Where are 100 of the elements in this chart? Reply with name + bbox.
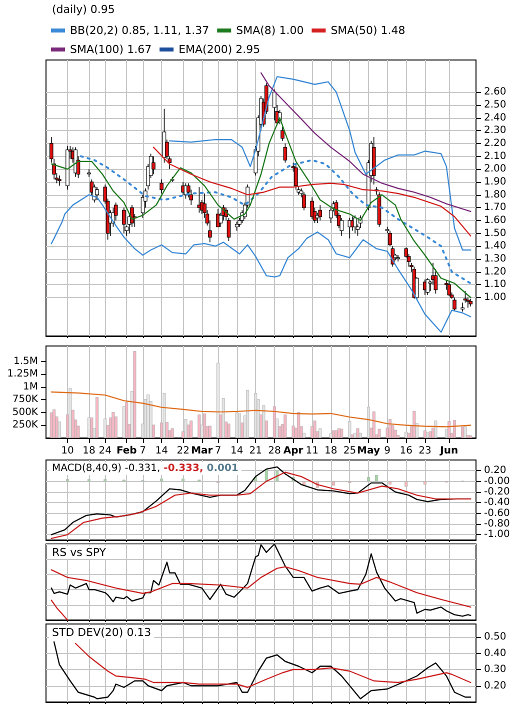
bar bbox=[90, 418, 94, 438]
candlestick bbox=[460, 302, 464, 312]
candlestick bbox=[152, 156, 156, 175]
bar bbox=[198, 414, 201, 438]
bar bbox=[428, 431, 432, 438]
x-tick-label: Apr bbox=[283, 446, 304, 456]
bar bbox=[227, 424, 230, 438]
y-tick-label: 2.00 bbox=[484, 164, 506, 175]
candlestick bbox=[452, 297, 456, 311]
bar bbox=[190, 420, 193, 438]
legend-label: SMA(100) 1.67 bbox=[70, 43, 152, 56]
bar bbox=[235, 412, 238, 438]
bar bbox=[388, 481, 392, 485]
y-tick-label: 1.10 bbox=[484, 279, 506, 290]
bar bbox=[340, 428, 344, 438]
x-tick-label: 18 bbox=[82, 446, 96, 456]
bar bbox=[125, 402, 128, 438]
y-tick-label: 1.20 bbox=[484, 266, 506, 278]
y-tick-label: 0.20 bbox=[484, 680, 506, 692]
y-tick-label: -0.20 bbox=[484, 486, 510, 498]
y-tick-label: 2.30 bbox=[484, 125, 506, 136]
y-tick-label: 1.40 bbox=[484, 240, 506, 252]
bar bbox=[292, 426, 295, 438]
bar bbox=[448, 421, 451, 438]
line-series bbox=[80, 155, 472, 284]
bar bbox=[162, 393, 166, 438]
y-tick-label: 1.80 bbox=[484, 189, 506, 200]
bar bbox=[170, 428, 174, 438]
y-tick-label: -0.00 bbox=[484, 476, 510, 487]
y-tick-label: -0.40 bbox=[484, 497, 510, 508]
y-tick-label: 1.00 bbox=[484, 292, 506, 303]
y-tick-label: -1.00 bbox=[484, 529, 510, 540]
x-tick-label: 22 bbox=[176, 446, 190, 456]
chart-title: RS vs SPY bbox=[52, 546, 106, 559]
legend-label: SMA(50) 1.48 bbox=[330, 24, 406, 37]
bar bbox=[464, 426, 467, 438]
bar bbox=[246, 390, 250, 438]
candlestick bbox=[283, 143, 288, 164]
legend-label: SMA(8) 1.00 bbox=[236, 24, 304, 37]
bar bbox=[104, 418, 107, 438]
x-tick-label: 7 bbox=[214, 446, 222, 456]
bar bbox=[318, 428, 322, 438]
candlestick bbox=[280, 126, 284, 142]
legend-label: EMA(200) 2.95 bbox=[178, 43, 260, 56]
y-tick-label: 2.20 bbox=[484, 138, 506, 149]
y-tick-label: 1.50 bbox=[484, 228, 506, 239]
line-series bbox=[53, 641, 472, 700]
y-tick-label: 2.40 bbox=[484, 112, 506, 124]
candlestick bbox=[87, 168, 91, 178]
bar bbox=[404, 481, 408, 487]
bar bbox=[184, 419, 188, 438]
bar bbox=[133, 351, 136, 438]
bar bbox=[334, 430, 338, 438]
bar bbox=[469, 435, 472, 438]
x-tick-label: 9 bbox=[384, 446, 390, 456]
y-tick-label: 1.25M bbox=[7, 368, 38, 380]
candlestick bbox=[310, 196, 314, 220]
annotation: -0.333, bbox=[164, 463, 204, 474]
bar bbox=[348, 421, 352, 438]
y-tick-label: 0.40 bbox=[484, 648, 506, 659]
y-tick-label: 1.70 bbox=[484, 202, 506, 214]
chart-title: MACD(8,40,9) -0.331, bbox=[52, 463, 160, 474]
x-tick-label: Feb bbox=[116, 446, 137, 456]
bar bbox=[404, 432, 408, 438]
y-tick-label: 1M bbox=[23, 381, 38, 392]
bar bbox=[332, 481, 336, 486]
candlestick bbox=[95, 186, 99, 200]
x-tick-label: 14 bbox=[155, 446, 168, 456]
bar bbox=[356, 428, 360, 438]
bar bbox=[423, 481, 426, 485]
candlestick bbox=[272, 89, 276, 121]
annotation: 0.001 bbox=[206, 463, 238, 474]
x-tick-label: 21 bbox=[249, 446, 262, 456]
y-tick-label: 1.5M bbox=[13, 356, 38, 367]
bar bbox=[313, 420, 316, 438]
bar bbox=[203, 413, 206, 438]
bar bbox=[222, 398, 225, 438]
x-tick-label: 23 bbox=[418, 446, 432, 456]
bar bbox=[372, 411, 376, 438]
bar bbox=[367, 406, 370, 438]
y-tick-label: 750K bbox=[12, 394, 38, 406]
candlestick bbox=[426, 278, 430, 296]
bar bbox=[160, 478, 164, 482]
y-tick-label: 2.50 bbox=[484, 99, 506, 110]
candlestick bbox=[160, 178, 164, 194]
y-tick-label: 2.60 bbox=[484, 86, 506, 98]
bar bbox=[96, 397, 99, 438]
chart-title: STD DEV(20) 0.13 bbox=[52, 626, 152, 639]
bar bbox=[262, 405, 266, 438]
candlestick bbox=[58, 175, 62, 186]
x-tick-label: 18 bbox=[324, 446, 338, 456]
y-tick-label: -0.60 bbox=[484, 508, 510, 519]
bar bbox=[423, 430, 426, 438]
legend-label: BB(20,2) 0.85, 1.11, 1.37 bbox=[70, 24, 210, 37]
bar bbox=[68, 388, 72, 438]
y-tick-label: 0.20 bbox=[484, 465, 506, 476]
bar bbox=[367, 477, 370, 482]
candlestick bbox=[447, 282, 452, 297]
x-tick-label: Mar bbox=[191, 446, 213, 456]
bar bbox=[182, 478, 185, 482]
